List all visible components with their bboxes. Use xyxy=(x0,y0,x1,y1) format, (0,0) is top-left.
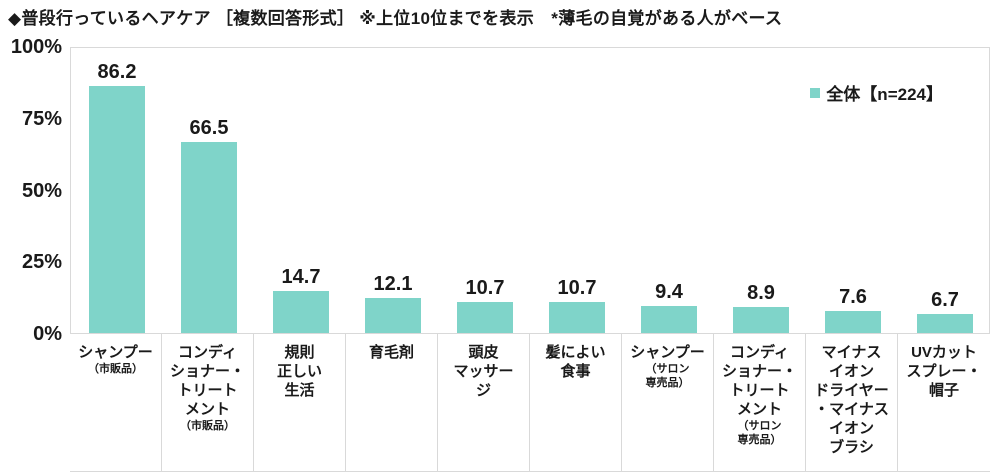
category-label-line: 髪によい xyxy=(545,344,606,361)
category-label-line: 食事 xyxy=(560,363,591,380)
category-label-line: ・マイナス xyxy=(814,401,889,418)
bar-value-label: 9.4 xyxy=(655,281,683,304)
category-label-line: ブラシ xyxy=(829,439,874,456)
plot-area: 86.2 66.5 14.7 12.1 10.7 10.7 9.4 8.9 7.6 6.7 全体【… xyxy=(70,47,990,334)
category-label-line: 帽子 xyxy=(928,382,959,399)
legend: 全体【n=224】 xyxy=(810,80,943,105)
category-label-subline: （サロン xyxy=(645,363,690,375)
category-label-subline: （市販品） xyxy=(88,363,143,375)
category-label-line: 頭皮 xyxy=(468,344,499,361)
y-axis-tick-label: 50% xyxy=(21,179,62,202)
category-label-line: 規則 xyxy=(284,344,315,361)
bar-value-label: 10.7 xyxy=(465,277,505,300)
y-axis-tick-label: 0% xyxy=(33,323,62,345)
category-label: 髪によい 食事 xyxy=(530,334,622,471)
category-label-line: ショナー・ xyxy=(169,363,245,380)
legend-marker-icon xyxy=(810,87,821,98)
category-label: シャンプー （市販品） xyxy=(70,334,162,471)
category-label-line: コンディ xyxy=(178,344,237,361)
category-label: コンディショナー・トリートメント （市販品） xyxy=(162,334,254,471)
y-axis-tick-label: 100% xyxy=(10,36,62,58)
category-label-line: コンディ xyxy=(730,344,789,361)
y-axis-tick-label: 25% xyxy=(21,251,62,274)
category-label-line: メント xyxy=(184,401,230,418)
category-label: UVカットスプレー・帽子 xyxy=(898,334,990,471)
bar xyxy=(641,306,697,333)
category-label-line: マイナス xyxy=(821,344,882,361)
category-label: コンディショナー・トリートメント （サロン専売品） xyxy=(714,334,806,471)
bar-value-label: 14.7 xyxy=(281,265,321,288)
category-label-line: イオン xyxy=(828,363,874,380)
category-label-line: ショナー・ xyxy=(721,363,797,380)
category-label-subline: （市販品） xyxy=(180,420,235,432)
bar xyxy=(365,298,421,333)
category-label-subline: （サロン xyxy=(737,420,782,432)
category-label-line: 育毛剤 xyxy=(368,344,414,361)
chart-title: ◆普段行っているヘアケア ［複数回答形式］ ※上位10位までを表示 *薄毛の自覚… xyxy=(8,9,783,28)
bar xyxy=(549,302,605,333)
bar xyxy=(181,142,237,333)
bar-value-label: 10.7 xyxy=(557,277,597,300)
bar xyxy=(825,311,881,333)
bar xyxy=(457,302,513,333)
y-axis-tick-label: 75% xyxy=(21,107,62,130)
category-label-line: ジ xyxy=(475,382,491,399)
category-label: 規則 正しい 生活 xyxy=(254,334,346,471)
category-label-subline: 専売品） xyxy=(645,377,690,389)
category-label-line: シャンプー xyxy=(78,344,153,361)
category-label-line: トリート xyxy=(177,382,238,399)
category-label-line: スプレー・ xyxy=(906,363,982,380)
category-axis: シャンプー （市販品） コンディショナー・トリートメント （市販品） 規則正しい生活 育毛… xyxy=(70,334,990,472)
bar-value-label: 86.2 xyxy=(97,60,137,83)
category-label-line: 生活 xyxy=(284,382,315,399)
category-label: 頭皮 マッサージ xyxy=(438,334,530,471)
bar xyxy=(89,85,145,333)
bar-value-label: 6.7 xyxy=(931,288,959,311)
category-label-line: マッサー xyxy=(453,363,514,380)
category-label-line: 正しい xyxy=(276,363,322,380)
bar-value-label: 66.5 xyxy=(189,117,229,140)
legend-label: 全体【n=224】 xyxy=(826,85,943,104)
bar-value-label: 8.9 xyxy=(747,282,775,305)
category-label-subline: 専売品） xyxy=(737,434,782,446)
bar xyxy=(733,307,789,333)
category-label-line: シャンプー xyxy=(630,344,705,361)
bar xyxy=(273,290,329,333)
category-label-line: UVカット xyxy=(911,344,977,361)
bar-value-label: 12.1 xyxy=(373,273,413,296)
category-label: マイナス イオン ドライヤー ・マイナス イオン ブラシ xyxy=(806,334,898,471)
category-label: シャンプー （サロン専売品） xyxy=(622,334,714,471)
category-label: 育毛剤 xyxy=(346,334,438,471)
category-label-line: トリート xyxy=(729,382,790,399)
bar xyxy=(917,313,973,333)
category-label-line: ドライヤー xyxy=(814,382,889,399)
category-label-line: メント xyxy=(736,401,782,418)
category-label-line: イオン xyxy=(828,420,874,437)
bar-value-label: 7.6 xyxy=(839,286,867,309)
